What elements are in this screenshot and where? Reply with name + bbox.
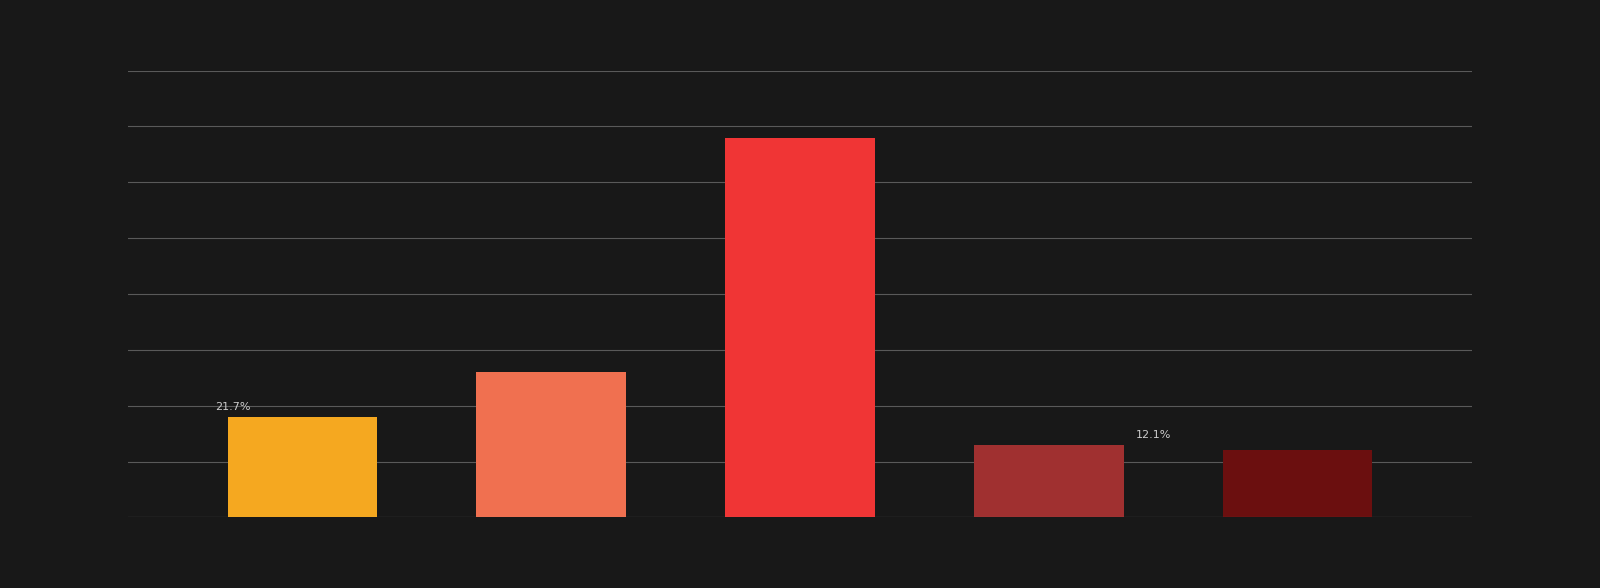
Bar: [725, 138, 875, 517]
Bar: [974, 445, 1123, 517]
Bar: [477, 372, 626, 517]
Bar: [1222, 450, 1373, 517]
Text: 21.7%: 21.7%: [214, 402, 251, 412]
Bar: [227, 417, 378, 517]
Text: 12.1%: 12.1%: [1136, 430, 1171, 440]
